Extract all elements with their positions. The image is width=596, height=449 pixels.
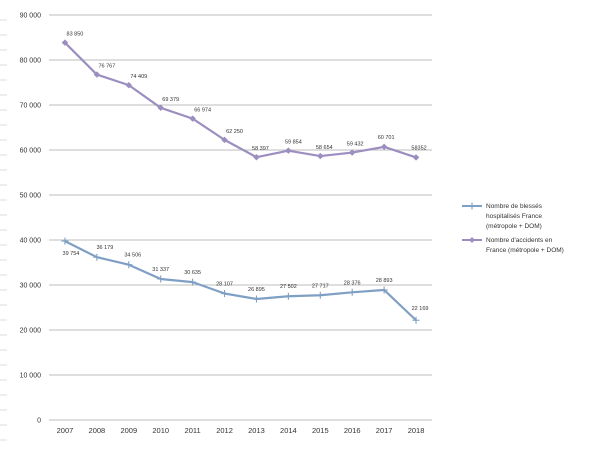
x-tick-label: 2008 bbox=[89, 426, 106, 435]
legend-label: (métropole + DOM) bbox=[486, 223, 542, 230]
x-tick-label: 2007 bbox=[57, 426, 74, 435]
series-line bbox=[64, 41, 417, 159]
data-point bbox=[125, 81, 133, 89]
data-point bbox=[284, 292, 292, 300]
data-point bbox=[221, 290, 229, 298]
data-point bbox=[348, 149, 356, 156]
y-tick-label: 70 000 bbox=[20, 103, 42, 110]
data-point bbox=[252, 295, 260, 303]
legend-label: Nombre d'accidents en bbox=[486, 237, 553, 244]
data-label: 22 169 bbox=[412, 306, 429, 312]
data-point bbox=[189, 115, 196, 122]
legend-entry-2: Nombre d'accidents en France (métropole +… bbox=[462, 237, 564, 254]
data-point bbox=[316, 291, 324, 299]
x-tick-label: 2013 bbox=[248, 426, 265, 435]
x-tick-label: 2015 bbox=[312, 426, 329, 435]
y-tick-label: 60 000 bbox=[20, 148, 42, 155]
data-point bbox=[189, 278, 197, 286]
y-tick-label: 20 000 bbox=[20, 328, 42, 335]
data-point bbox=[316, 152, 324, 160]
y-tick-label: 30 000 bbox=[20, 283, 42, 290]
data-label: 28 893 bbox=[376, 278, 393, 284]
data-label: 83 850 bbox=[67, 32, 84, 38]
legend-label: hospitalisés France bbox=[486, 213, 542, 220]
data-label: 28 376 bbox=[344, 280, 361, 286]
y-tick-label: 40 000 bbox=[20, 238, 42, 245]
legend-label: France (métropole + DOM) bbox=[486, 247, 564, 254]
data-label: 76 767 bbox=[98, 64, 115, 70]
data-label: 58352 bbox=[411, 145, 426, 151]
legend-label: Nombre de blessés bbox=[486, 203, 543, 210]
data-label: 27 717 bbox=[312, 283, 329, 289]
data-point bbox=[253, 153, 260, 161]
data-label: 58 397 bbox=[252, 146, 269, 152]
data-point bbox=[93, 253, 101, 261]
data-point bbox=[157, 104, 165, 112]
y-tick-label: 90 000 bbox=[20, 13, 42, 20]
data-label: 26 895 bbox=[248, 287, 265, 293]
x-tick-label: 2012 bbox=[216, 426, 233, 435]
data-label: 59 854 bbox=[285, 140, 302, 146]
data-label: 31 337 bbox=[152, 267, 169, 273]
data-label: 39 754 bbox=[63, 251, 80, 257]
x-tick-label: 2011 bbox=[185, 426, 201, 435]
data-point bbox=[61, 237, 69, 245]
data-label: 60 701 bbox=[378, 135, 395, 141]
data-label: 69 379 bbox=[162, 97, 179, 103]
data-label: 30 635 bbox=[184, 270, 201, 276]
legend-marker bbox=[469, 237, 475, 243]
data-label: 34 506 bbox=[124, 253, 141, 259]
y-tick-label: 50 000 bbox=[20, 193, 42, 200]
data-point bbox=[285, 147, 292, 155]
x-tick-label: 2010 bbox=[152, 426, 169, 435]
data-point bbox=[221, 136, 228, 144]
legend-entry-1: Nombre de blessés hospitalisés France (mét… bbox=[462, 202, 543, 230]
series-2 bbox=[61, 39, 420, 161]
data-point bbox=[348, 288, 356, 296]
data-point bbox=[61, 39, 69, 47]
data-label: 62 250 bbox=[226, 129, 243, 135]
x-tick-label: 2018 bbox=[408, 426, 425, 435]
data-point bbox=[380, 143, 388, 151]
data-label: 58 654 bbox=[316, 145, 333, 151]
data-label: 36 179 bbox=[96, 245, 113, 251]
y-tick-label: 0 bbox=[37, 418, 41, 425]
data-point bbox=[412, 154, 420, 161]
data-label: 66 974 bbox=[194, 108, 211, 114]
x-tick-label: 2016 bbox=[344, 426, 361, 435]
series-1 bbox=[61, 237, 420, 324]
x-tick-label: 2017 bbox=[376, 426, 393, 435]
data-point bbox=[157, 275, 165, 283]
data-point bbox=[412, 316, 420, 324]
x-tick-label: 2014 bbox=[280, 426, 297, 435]
data-point bbox=[380, 286, 388, 294]
data-point bbox=[125, 261, 133, 269]
data-label: 59 432 bbox=[347, 142, 364, 148]
x-tick-label: 2009 bbox=[120, 426, 137, 435]
legend-marker bbox=[468, 202, 476, 210]
series-line bbox=[64, 240, 417, 322]
data-point bbox=[93, 71, 101, 78]
data-label: 27 502 bbox=[280, 284, 297, 290]
y-tick-label: 80 000 bbox=[20, 58, 42, 65]
data-label: 74 409 bbox=[130, 74, 147, 80]
data-label: 28 107 bbox=[216, 282, 233, 288]
y-tick-label: 10 000 bbox=[20, 373, 42, 380]
